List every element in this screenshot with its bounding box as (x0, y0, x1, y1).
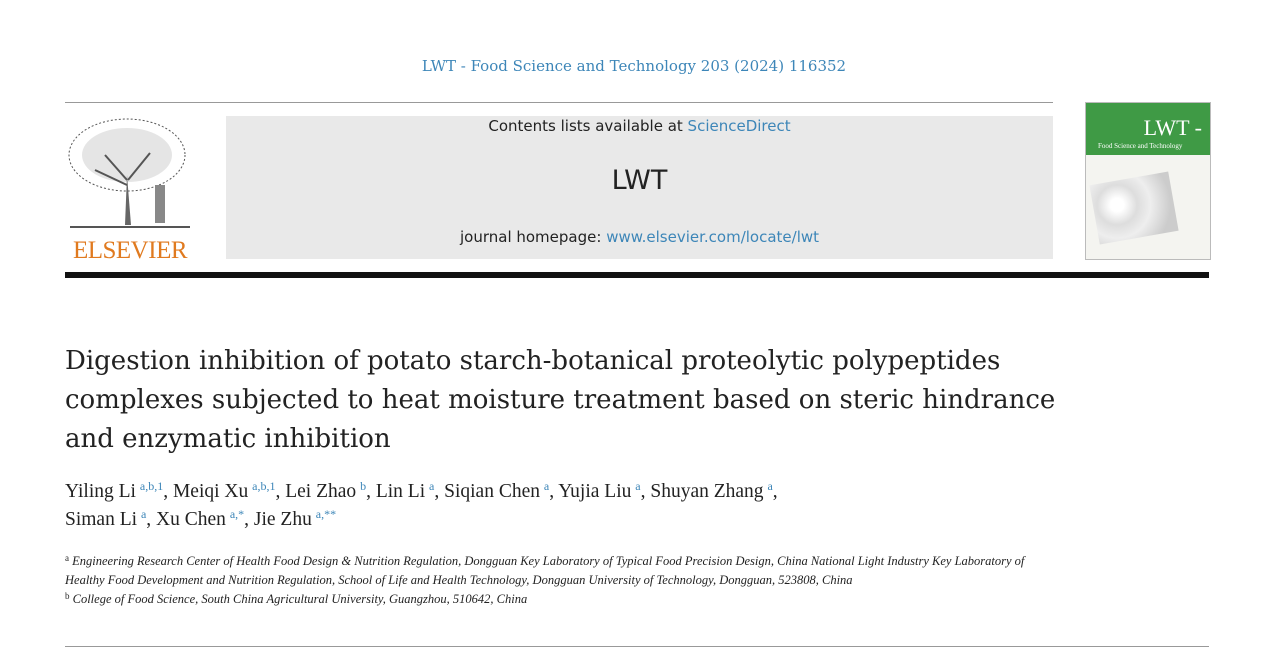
author-affiliation-marker[interactable]: a (543, 479, 550, 493)
author[interactable]: Yujia Liu a (558, 479, 641, 502)
sciencedirect-link[interactable]: ScienceDirect (687, 117, 791, 135)
author[interactable]: Siqian Chen a (444, 479, 550, 502)
contents-line: Contents lists available at ScienceDirec… (226, 117, 1053, 135)
author-affiliation-marker[interactable]: a (429, 479, 435, 493)
homepage-prefix: journal homepage: (459, 228, 607, 246)
author[interactable]: Siman Li a (65, 507, 147, 530)
author-name: Siman Li (65, 509, 138, 530)
author-name: Meiqi Xu (172, 481, 249, 502)
author-name: Yiling Li (65, 481, 136, 502)
author[interactable]: Lei Zhao b (285, 479, 367, 502)
author-name: Lei Zhao (285, 481, 357, 502)
author-affiliation-marker[interactable]: a,* (229, 507, 245, 521)
author-name: Yujia Liu (558, 481, 632, 502)
author-affiliation-marker[interactable]: a,b,1 (139, 479, 164, 493)
author[interactable]: Jie Zhu a,** (253, 507, 337, 530)
contents-prefix: Contents lists available at (488, 117, 688, 135)
author[interactable]: Yiling Li a,b,1 (65, 479, 164, 502)
cover-image (1089, 171, 1179, 245)
homepage-line: journal homepage: www.elsevier.com/locat… (226, 228, 1053, 246)
divider (65, 102, 1053, 103)
author-affiliation-marker[interactable]: a,** (315, 507, 337, 521)
affiliation-text: Engineering Research Center of Health Fo… (65, 554, 1025, 587)
author-name: Lin Li (375, 481, 426, 502)
cover-title: LWT - (1143, 115, 1202, 140)
author-affiliation-marker[interactable]: b (360, 479, 367, 493)
homepage-link[interactable]: www.elsevier.com/locate/lwt (606, 228, 820, 246)
author-name: Siqian Chen (444, 481, 540, 502)
affiliation-text: College of Food Science, South China Agr… (72, 592, 528, 606)
author-name: Jie Zhu (253, 509, 312, 530)
tree-icon (68, 118, 190, 228)
affiliation: b College of Food Science, South China A… (65, 590, 1065, 609)
affiliation: a Engineering Research Center of Health … (65, 552, 1065, 590)
author-name: Shuyan Zhang (650, 481, 764, 502)
elsevier-logo: ELSEVIER (65, 115, 195, 265)
affiliation-label: a (65, 553, 69, 563)
journal-name: LWT (611, 165, 668, 196)
article-title: Digestion inhibition of potato starch-bo… (65, 346, 1056, 454)
journal-cover[interactable]: LWT - Food Science and Technology (1085, 102, 1211, 260)
author[interactable]: Xu Chen a,* (156, 507, 245, 530)
affiliations: a Engineering Research Center of Health … (65, 552, 1065, 609)
journal-reference[interactable]: LWT - Food Science and Technology 203 (2… (421, 57, 847, 75)
author-affiliation-marker[interactable]: a (767, 479, 773, 493)
author-affiliation-marker[interactable]: a,b,1 (252, 479, 276, 493)
author-list: Yiling Li a,b,1, Meiqi Xu a,b,1, Lei Zha… (65, 479, 778, 530)
author[interactable]: Lin Li a (375, 479, 435, 502)
divider (65, 646, 1209, 647)
header-bar (65, 272, 1209, 278)
author-affiliation-marker[interactable]: a (140, 507, 147, 521)
author[interactable]: Shuyan Zhang a (650, 479, 773, 502)
affiliation-label: b (65, 591, 70, 601)
author-affiliation-marker[interactable]: a (635, 479, 641, 493)
journal-header-box: Contents lists available at ScienceDirec… (226, 116, 1053, 259)
author-name: Xu Chen (156, 509, 226, 530)
cover-band: LWT - Food Science and Technology (1086, 103, 1210, 155)
cover-subtitle: Food Science and Technology (1098, 142, 1183, 150)
author[interactable]: Meiqi Xu a,b,1 (172, 479, 276, 502)
